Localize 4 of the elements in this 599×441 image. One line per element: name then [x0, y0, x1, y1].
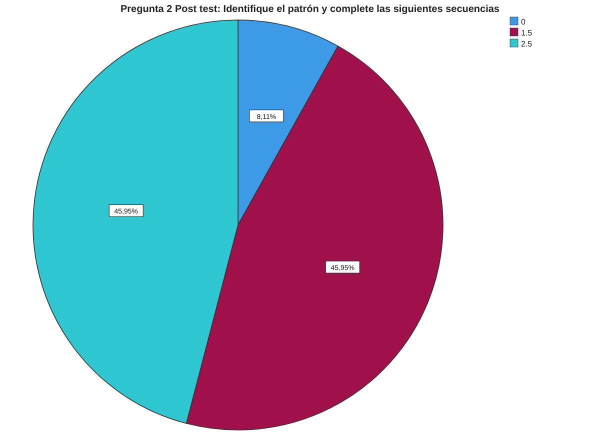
- legend-label: 0: [521, 18, 526, 26]
- chart-title: Pregunta 2 Post test: Identifique el patrón y complete las siguientes secuencias: [120, 4, 500, 15]
- legend-label: 1.5: [521, 28, 533, 38]
- legend-label: 2.5: [521, 40, 533, 48]
